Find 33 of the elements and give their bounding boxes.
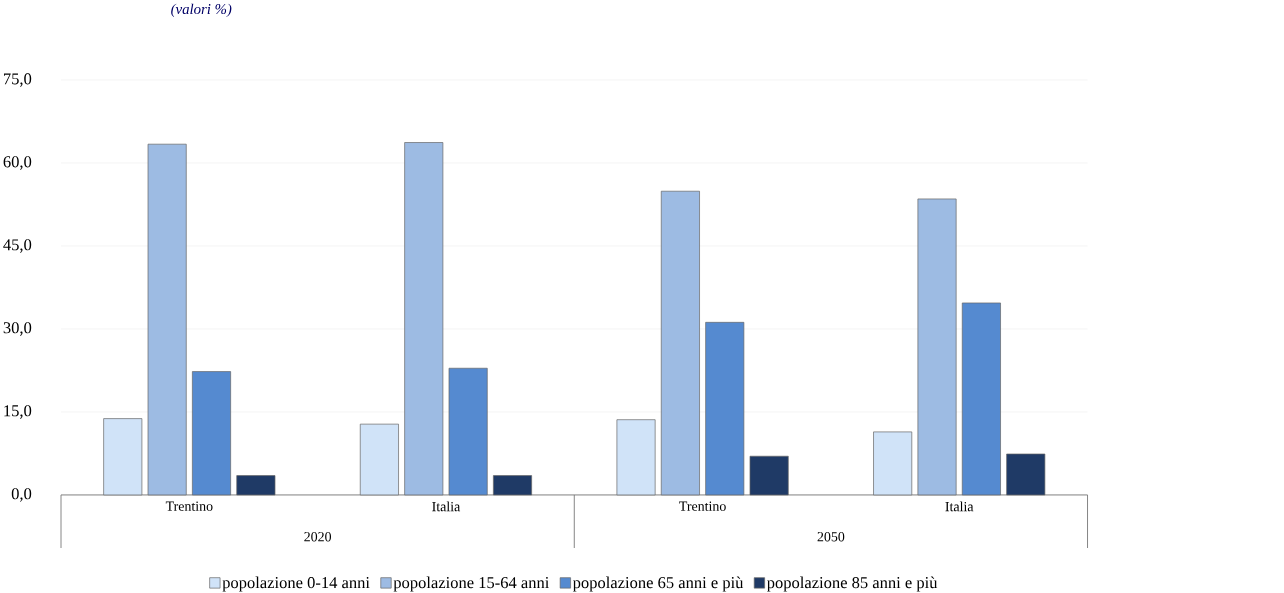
bar bbox=[359, 423, 399, 496]
bar bbox=[961, 302, 1001, 496]
text: 2020 bbox=[304, 532, 332, 542]
bar bbox=[404, 142, 444, 496]
chart-subtitle: (valori %) bbox=[171, 3, 232, 18]
legend-label: popolazione 85 anni e più bbox=[767, 576, 938, 592]
y-tick-label: 15,0 bbox=[4, 405, 32, 419]
y-tick-label: 30,0 bbox=[3, 322, 32, 336]
y-tick-label: 75,0 bbox=[4, 73, 32, 87]
x-tick-label: Trentino bbox=[679, 501, 726, 511]
x-tick-label: Italia bbox=[945, 501, 974, 512]
bar bbox=[192, 371, 231, 496]
bar bbox=[917, 198, 957, 496]
bar bbox=[749, 455, 789, 496]
text: 2050 bbox=[817, 532, 845, 542]
y-tick-label: 45,0 bbox=[3, 239, 32, 253]
x-tick-label: Italia bbox=[432, 501, 461, 512]
legend-label: popolazione 15-64 anni bbox=[393, 576, 550, 592]
bar bbox=[705, 322, 745, 496]
bar bbox=[1006, 453, 1046, 496]
y-tick-label: 60,0 bbox=[3, 156, 32, 170]
bar bbox=[103, 418, 143, 496]
bar bbox=[873, 431, 913, 496]
bar bbox=[147, 143, 187, 496]
bar bbox=[616, 419, 656, 496]
bar bbox=[660, 190, 700, 496]
legend-label: popolazione 0-14 anni bbox=[222, 576, 370, 592]
y-tick-label: 0,0 bbox=[11, 488, 32, 502]
legend-label: popolazione 65 anni e più bbox=[572, 576, 744, 592]
bar bbox=[493, 475, 532, 496]
bar bbox=[236, 475, 276, 496]
bar bbox=[448, 367, 488, 496]
x-tick-label: Trentino bbox=[165, 501, 213, 511]
